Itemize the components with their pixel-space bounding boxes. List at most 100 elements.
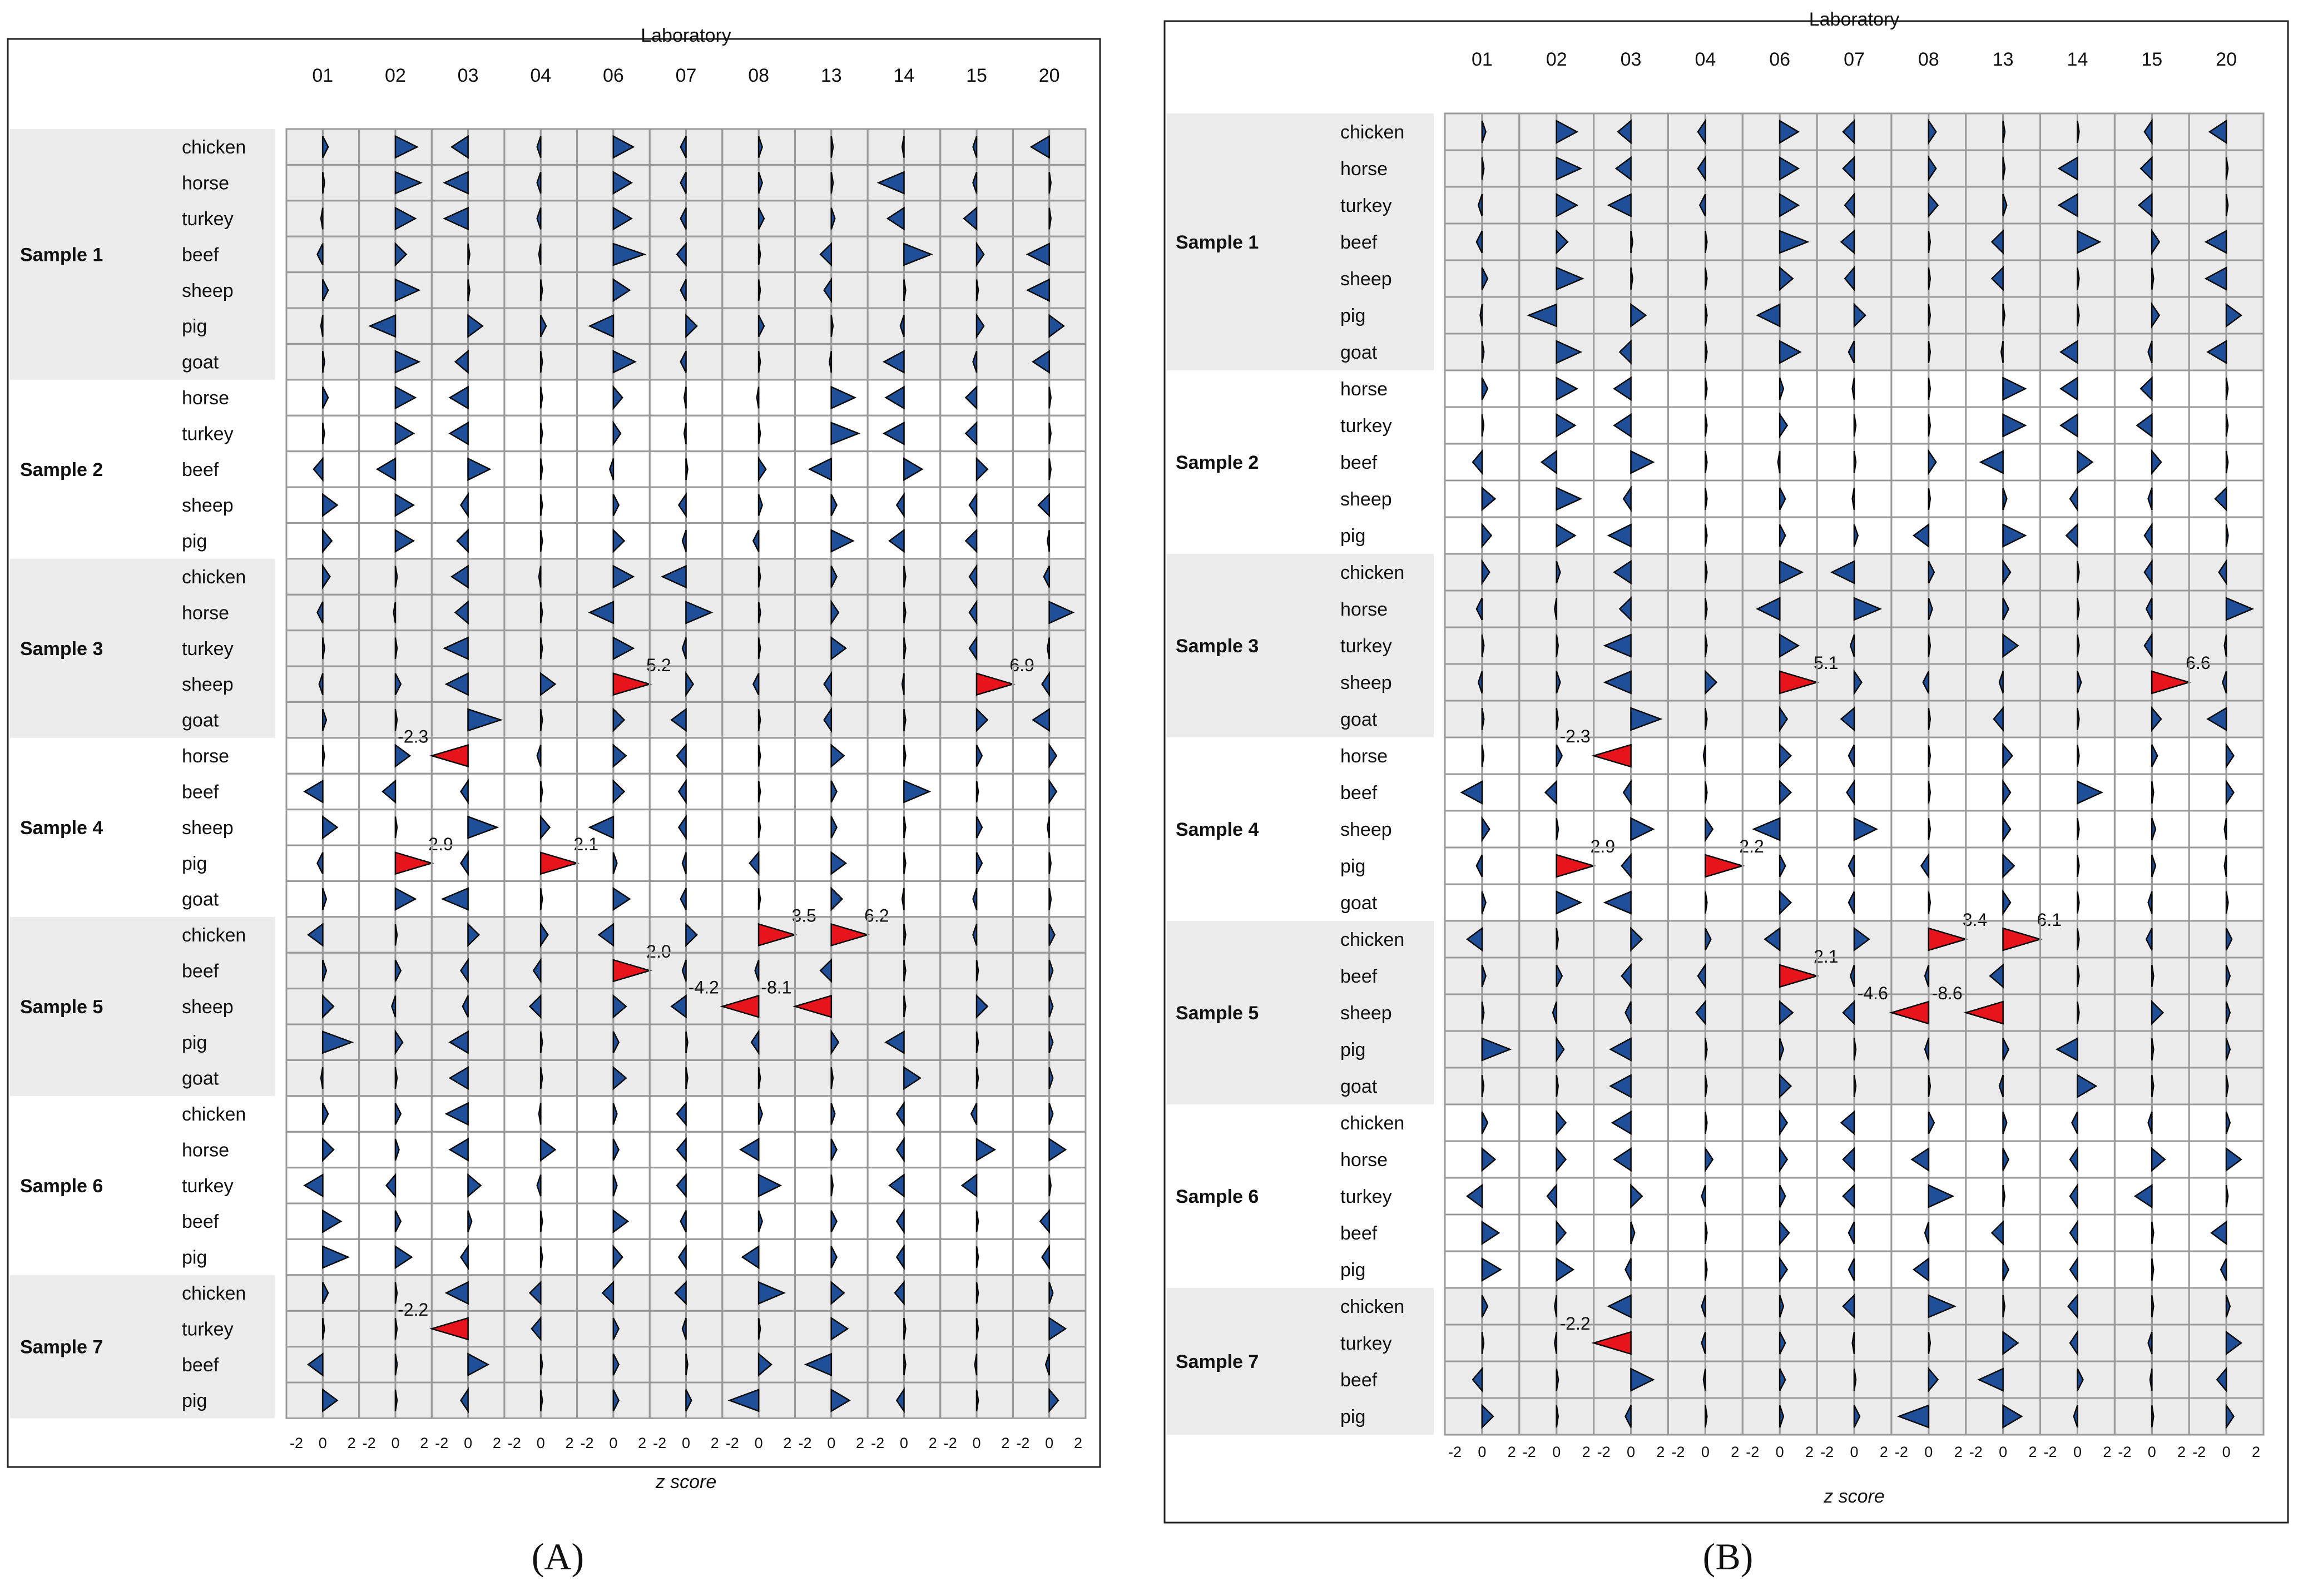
z-marker-lab-06 <box>1779 1038 1785 1061</box>
x-tick-label: -2 <box>798 1435 811 1451</box>
x-tick-label: -2 <box>290 1435 303 1451</box>
laboratory-label-08: 08 <box>1918 49 1939 70</box>
x-tick-label: 2 <box>420 1435 428 1451</box>
z-marker-lab-15 <box>975 1282 979 1304</box>
z-marker-lab-07 <box>685 458 689 480</box>
z-marker-lab-04 <box>539 780 543 802</box>
z-marker-lab-02 <box>394 385 417 410</box>
z-marker-lab-15 <box>975 1389 979 1411</box>
z-marker-lab-06 <box>612 1103 618 1125</box>
panel-b-letter: (B) <box>1703 1535 1754 1578</box>
z-marker-lab-08 <box>757 816 761 839</box>
x-tick-label: 2 <box>2103 1444 2111 1460</box>
z-marker-lab-15 <box>974 1354 978 1376</box>
z-marker-lab-02 <box>385 1173 397 1198</box>
z-marker-lab-14 <box>2065 523 2078 548</box>
z-marker-lab-14 <box>888 528 905 553</box>
z-marker-lab-13 <box>793 994 833 1018</box>
food-label-turkey: turkey <box>182 638 234 660</box>
z-marker-lab-15 <box>970 1103 978 1125</box>
sample-band <box>1167 554 1434 737</box>
z-marker-lab-13 <box>2002 559 2012 586</box>
z-marker-lab-13 <box>2002 816 2012 842</box>
z-marker-lab-04 <box>1705 670 1718 695</box>
z-marker-lab-03 <box>1618 339 1632 365</box>
x-tick-label: -2 <box>581 1435 594 1451</box>
z-marker-lab-02 <box>394 171 423 195</box>
z-marker-lab-15 <box>2147 1111 2153 1134</box>
z-marker-lab-07 <box>680 136 687 158</box>
x-tick-label: -2 <box>508 1435 521 1451</box>
z-marker-lab-13 <box>830 1067 834 1089</box>
z-marker-lab-14 <box>2059 413 2078 438</box>
z-marker-lab-15 <box>2147 487 2153 510</box>
laboratory-label-20: 20 <box>2216 49 2237 70</box>
z-marker-lab-07 <box>1844 192 1855 219</box>
z-marker-lab-20 <box>1048 314 1065 338</box>
z-marker-lab-02 <box>382 779 397 804</box>
z-marker-lab-01 <box>1475 230 1483 254</box>
x-tick-label: 0 <box>1850 1444 1858 1460</box>
z-marker-lab-13 <box>2002 742 2013 769</box>
food-label-chicken: chicken <box>1340 122 1404 143</box>
z-marker-lab-07 <box>676 241 687 267</box>
z-marker-lab-15 <box>975 279 979 301</box>
z-marker-lab-03 <box>460 850 469 876</box>
z-marker-lab-06 <box>612 1317 620 1340</box>
z-marker-lab-06 <box>1779 1073 1792 1099</box>
z-marker-lab-07 <box>1844 265 1855 292</box>
z-marker-lab-03 <box>460 492 469 518</box>
z-marker-lab-14 <box>2069 1146 2078 1173</box>
z-marker-lab-13 <box>2002 779 2012 806</box>
z-marker-lab-06 <box>1779 1368 1786 1391</box>
z-marker-lab-04 <box>539 888 543 910</box>
z-marker-lab-14 <box>2077 121 2080 143</box>
z-marker-lab-04 <box>539 815 551 840</box>
laboratory-label-15: 15 <box>2141 49 2162 70</box>
z-marker-lab-13 <box>830 851 848 875</box>
x-tick-label: 0 <box>1045 1435 1053 1451</box>
z-marker-lab-07 <box>1842 156 1855 181</box>
z-marker-lab-04 <box>536 1174 542 1197</box>
z-marker-lab-14 <box>2077 780 2103 805</box>
z-marker-lab-04 <box>539 530 543 552</box>
z-marker-lab-14 <box>2077 1074 2098 1098</box>
z-marker-lab-03 <box>429 744 469 767</box>
z-marker-lab-07 <box>685 1354 689 1376</box>
z-marker-lab-04 <box>1702 1368 1706 1391</box>
x-axis-title: z score <box>655 1471 717 1493</box>
z-marker-lab-07 <box>1853 1038 1857 1060</box>
z-marker-lab-15 <box>2136 413 2153 438</box>
z-marker-lab-20 <box>1048 1282 1054 1304</box>
z-marker-lab-04 <box>1705 414 1708 437</box>
z-marker-lab-07 <box>661 564 687 589</box>
z-marker-lab-15 <box>2139 376 2153 402</box>
z-marker-lab-08 <box>1928 891 1931 914</box>
food-label-goat: goat <box>182 352 219 373</box>
z-marker-lab-20 <box>1039 1208 1050 1234</box>
z-marker-lab-04 <box>1705 488 1708 510</box>
z-marker-lab-13 <box>2002 1404 2023 1429</box>
z-marker-lab-07 <box>681 1317 687 1340</box>
z-marker-lab-14 <box>888 1173 905 1198</box>
x-tick-label: 2 <box>1656 1444 1665 1460</box>
z-marker-lab-13 <box>819 242 833 267</box>
z-marker-lab-02 <box>1556 890 1583 915</box>
food-label-pig: pig <box>182 1247 207 1268</box>
z-marker-lab-08 <box>1928 781 1931 804</box>
z-marker-lab-20 <box>1048 386 1052 409</box>
sample-band <box>1167 921 1434 1104</box>
z-marker-lab-07 <box>680 279 687 301</box>
z-marker-lab-06 <box>612 707 626 732</box>
laboratory-label-15: 15 <box>966 65 987 86</box>
z-marker-lab-07 <box>1842 1000 1855 1025</box>
z-marker-lab-01 <box>1481 816 1490 842</box>
food-label-beef: beef <box>1340 232 1378 253</box>
laboratory-label-14: 14 <box>2067 49 2088 70</box>
z-marker-lab-02 <box>1556 817 1559 841</box>
z-marker-lab-02 <box>394 1282 398 1304</box>
z-marker-lab-03 <box>1630 231 1633 253</box>
z-marker-lab-20 <box>1048 601 1075 624</box>
z-marker-lab-06 <box>612 1174 618 1197</box>
z-marker-lab-13 <box>2002 1185 2005 1207</box>
